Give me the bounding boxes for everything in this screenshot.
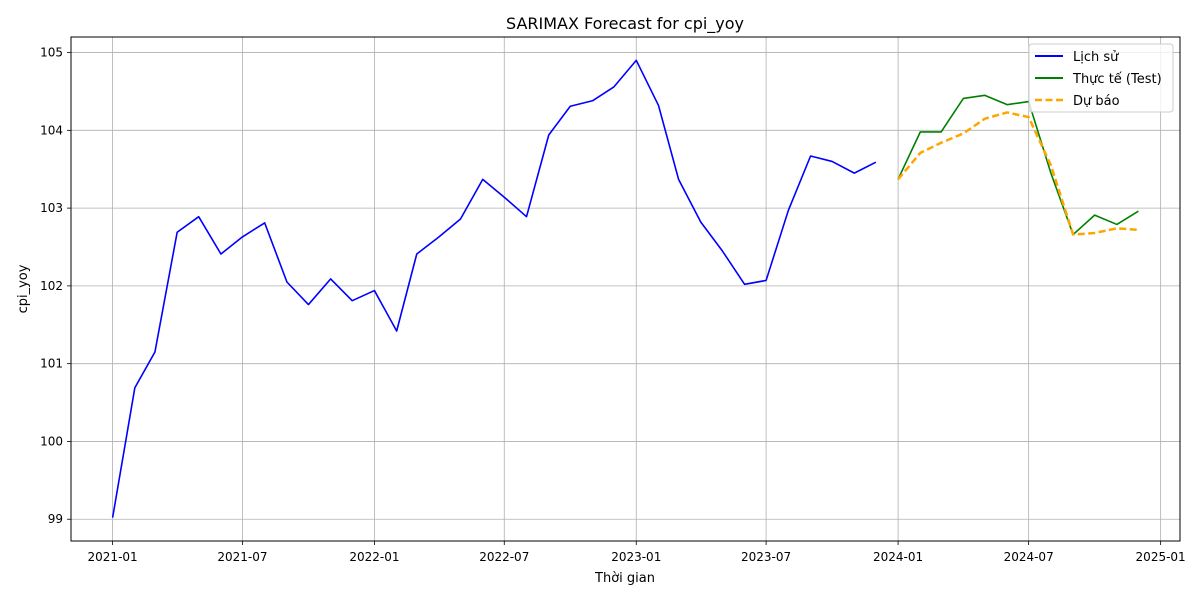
series-line-forecast [897,111,1139,236]
y-axis-title: cpi_yoy [16,264,31,313]
legend-label-actual: Thực tế (Test) [1072,72,1162,87]
y-tick-label: 105 [40,46,63,60]
y-tick-label: 100 [40,434,63,448]
grid [71,37,1180,541]
y-ticks: 99 100 101 102 103 104 105 [40,46,71,526]
legend: Lịch sử Thực tế (Test) Dự báo [1028,43,1174,113]
legend-box [1028,43,1174,113]
chart-title: SARIMAX Forecast for cpi_yoy [506,14,744,34]
y-tick-label: 99 [48,512,63,526]
plot-lines [111,59,1139,518]
x-ticks: 2021-01 2021-07 2022-01 2022-07 2023-01 2023-… [88,541,1186,564]
x-tick-label: 2021-07 [217,550,267,564]
x-tick-label: 2021-01 [88,550,138,564]
x-tick-label: 2024-07 [1004,550,1054,564]
plot-frame [70,36,1181,542]
series-line-actual [897,94,1139,236]
x-tick-label: 2022-01 [349,550,399,564]
y-tick-label: 103 [40,201,63,215]
y-tick-label: 104 [40,123,63,137]
series-line-history [111,59,877,518]
x-tick-label: 2022-07 [479,550,529,564]
x-tick-label: 2023-01 [611,550,661,564]
y-tick-label: 101 [40,357,63,371]
x-tick-label: 2023-07 [741,550,791,564]
y-tick-label: 102 [40,279,63,293]
x-tick-label: 2024-01 [873,550,923,564]
x-tick-label: 2025-01 [1136,550,1186,564]
legend-label-forecast: Dự báo [1073,94,1120,109]
legend-label-history: Lịch sử [1073,50,1119,65]
x-axis-title: Thời gian [594,571,655,586]
